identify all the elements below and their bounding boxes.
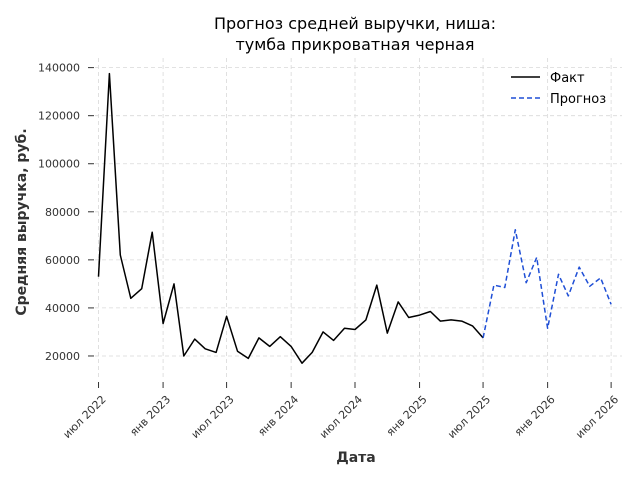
x-axis-ticks: июл 2022 янв 2023 июл 2023 янв 2024 июл 2024… xyxy=(61,382,621,441)
x-tick-label: июл 2023 xyxy=(189,393,237,441)
chart-title-line-1: Прогноз средней выручки, ниша: xyxy=(214,14,496,33)
legend: Факт Прогноз xyxy=(511,71,606,107)
x-tick-label: июл 2024 xyxy=(317,393,365,441)
x-tick-label: июл 2025 xyxy=(445,393,493,441)
y-tick-label: 80000 xyxy=(45,206,80,219)
series-line-forecast xyxy=(482,229,612,339)
y-tick-label: 100000 xyxy=(38,158,80,171)
x-tick-label: июл 2022 xyxy=(61,393,109,441)
grid xyxy=(88,58,622,380)
x-tick-label: янв 2024 xyxy=(255,393,301,439)
y-tick-label: 120000 xyxy=(38,110,80,123)
chart-title-line-2: тумба прикроватная черная xyxy=(235,35,474,54)
y-tick-label: 20000 xyxy=(45,350,80,363)
legend-label-forecast: Прогноз xyxy=(550,92,606,107)
y-axis-label: Средняя выручка, руб. xyxy=(14,128,30,315)
y-axis-ticks: 20000 40000 60000 80000 100000 120000 140000 xyxy=(38,62,94,363)
x-tick-label: июл 2026 xyxy=(573,393,621,441)
series-line-fact xyxy=(97,72,484,364)
y-tick-label: 140000 xyxy=(38,62,80,75)
x-tick-label: янв 2026 xyxy=(512,393,558,439)
series-lines xyxy=(97,72,612,364)
y-tick-label: 40000 xyxy=(45,302,80,315)
x-axis-label: Дата xyxy=(336,450,375,466)
legend-label-fact: Факт xyxy=(550,71,585,86)
y-tick-label: 60000 xyxy=(45,254,80,267)
x-tick-label: янв 2025 xyxy=(384,393,430,439)
x-tick-label: янв 2023 xyxy=(127,393,173,439)
